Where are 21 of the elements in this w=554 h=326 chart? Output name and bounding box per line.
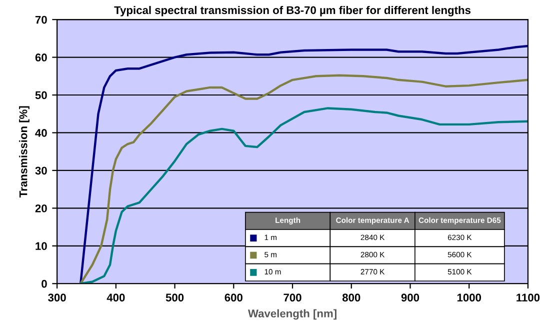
x-tick-label: 800 — [342, 294, 360, 302]
y-tick-label: 0 — [42, 280, 47, 288]
x-axis-title: Wavelength [nm] — [248, 309, 336, 320]
y-tick-label: 60 — [35, 54, 47, 62]
y-tick-label: 70 — [35, 16, 47, 24]
x-tick-label: 1000 — [457, 294, 482, 302]
y-axis-title: Transmission [%] — [19, 106, 30, 198]
chart-title: Typical spectral transmission of B3-70 µm fiber for different lengths — [114, 6, 471, 16]
x-tick-label: 400 — [106, 294, 125, 302]
x-tick-label: 600 — [224, 294, 242, 302]
y-tick-label: 40 — [35, 128, 47, 137]
y-tick-label: 20 — [35, 204, 47, 212]
x-tick-label: 1100 — [516, 294, 540, 302]
y-tick-label: 10 — [36, 242, 47, 250]
x-tick-label: 700 — [284, 294, 302, 302]
y-tick-label: 50 — [35, 91, 47, 100]
x-tick-label: 500 — [166, 294, 184, 302]
line-series — [79, 107, 528, 284]
y-tick-label: 30 — [35, 166, 47, 175]
x-tick-label: 900 — [401, 294, 420, 302]
x-tick-label: 300 — [48, 294, 66, 302]
